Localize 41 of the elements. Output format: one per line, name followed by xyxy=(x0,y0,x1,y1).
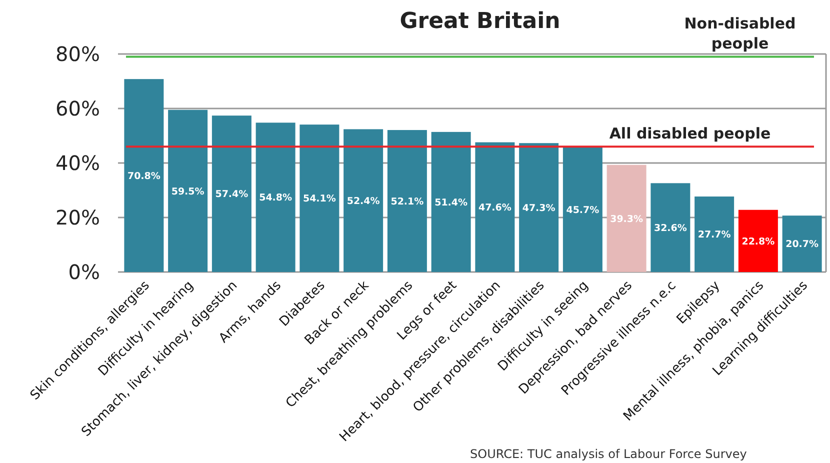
y-tick-label: 40% xyxy=(56,151,100,175)
bar xyxy=(387,130,427,272)
ref-line-label: All disabled people xyxy=(609,124,771,143)
bar xyxy=(782,216,822,272)
y-tick-label: 60% xyxy=(56,96,100,120)
data-label: 54.1% xyxy=(302,194,336,205)
y-tick-label: 0% xyxy=(68,260,100,284)
bar xyxy=(475,142,515,272)
data-label: 51.4% xyxy=(434,197,468,208)
data-label: 70.8% xyxy=(127,170,161,182)
data-label: 27.7% xyxy=(698,230,732,241)
bar xyxy=(431,132,471,272)
data-label: 45.7% xyxy=(566,205,600,216)
data-label: 32.6% xyxy=(654,222,688,234)
bar xyxy=(256,122,296,272)
y-tick-label: 80% xyxy=(56,42,100,66)
source-note: SOURCE: TUC analysis of Labour Force Survey xyxy=(470,447,747,461)
data-label: 52.4% xyxy=(346,196,380,207)
data-label: 22.8% xyxy=(742,236,776,248)
data-label: 20.7% xyxy=(786,239,820,250)
y-tick-label: 20% xyxy=(56,206,100,230)
bar xyxy=(606,164,646,272)
bar xyxy=(650,183,690,272)
bar xyxy=(168,110,208,272)
bar xyxy=(344,129,384,272)
chart-title: Great Britain xyxy=(400,9,560,34)
data-label: 52.1% xyxy=(390,196,424,208)
data-label: 54.8% xyxy=(259,192,293,204)
data-label: 59.5% xyxy=(171,186,205,198)
ref-line-label: Non-disabled people xyxy=(684,14,796,53)
bar xyxy=(562,147,602,272)
data-label: 47.3% xyxy=(522,202,556,214)
data-label: 39.3% xyxy=(610,214,644,225)
data-label: 57.4% xyxy=(215,189,249,200)
bar xyxy=(519,143,559,272)
bar xyxy=(738,210,778,272)
bar xyxy=(124,79,164,272)
bar xyxy=(300,124,340,272)
bar xyxy=(212,116,252,272)
data-label: 47.6% xyxy=(478,202,512,214)
bar xyxy=(694,196,734,272)
